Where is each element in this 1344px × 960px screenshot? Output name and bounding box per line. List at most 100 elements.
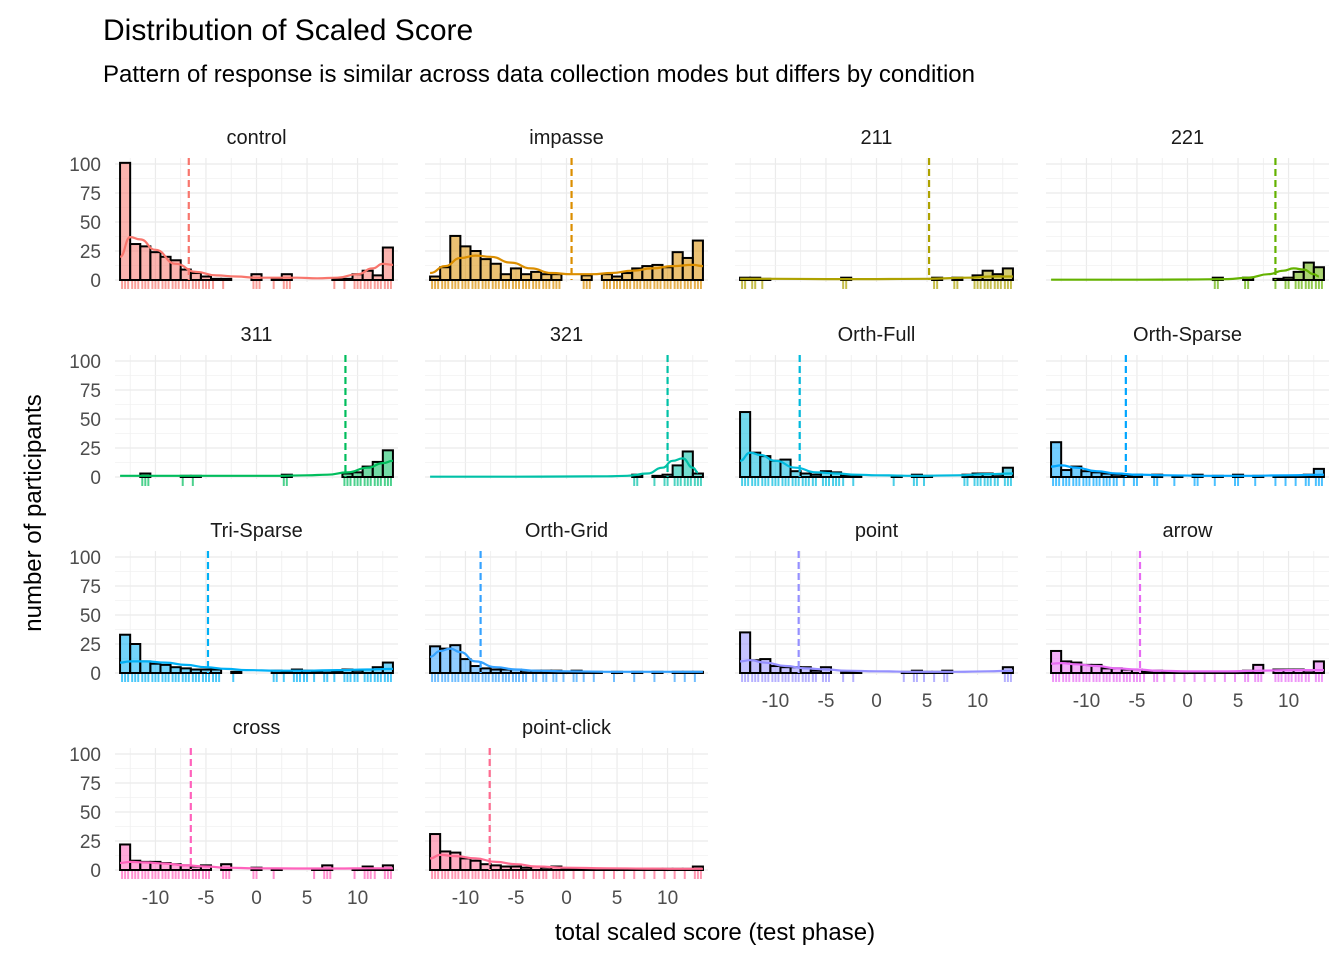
histogram-bar — [189, 272, 202, 282]
histogram-bar — [119, 633, 132, 674]
chart-title: Distribution of Scaled Score — [103, 14, 473, 47]
histogram-bar — [149, 662, 162, 674]
histogram-bar — [530, 270, 543, 282]
histogram-bar — [199, 275, 213, 281]
histogram-bar — [331, 670, 344, 675]
x-tick-label: 5 — [302, 888, 313, 909]
histogram-bar — [1252, 663, 1265, 675]
histogram-bar — [1080, 470, 1093, 479]
y-axis-label: number of participants — [20, 394, 47, 631]
histogram-bar — [459, 658, 472, 675]
histogram-bar — [981, 269, 994, 282]
density-curve — [120, 660, 393, 672]
y-tick-label: 75 — [80, 184, 101, 205]
y-tick-label: 50 — [80, 410, 101, 431]
histogram-bar — [129, 243, 142, 281]
x-tick-label: -10 — [1073, 691, 1100, 712]
x-tick-label: 5 — [612, 888, 623, 909]
histogram-bar — [210, 277, 223, 281]
histogram-bar — [779, 458, 792, 479]
histogram-bar — [189, 668, 202, 675]
histogram-bar — [1090, 471, 1103, 478]
facet-label: 311 — [241, 324, 273, 346]
histogram-bar — [129, 643, 142, 674]
x-tick-label: 10 — [967, 691, 988, 712]
histogram-bar — [479, 667, 492, 674]
y-tick-label: 25 — [80, 635, 101, 656]
x-tick-label: -5 — [198, 888, 215, 909]
histogram-bar — [1110, 473, 1123, 478]
facet-impasse: impasse — [425, 127, 708, 289]
histogram-bar — [499, 273, 512, 282]
histogram-bar — [220, 277, 233, 281]
histogram-bar — [769, 459, 782, 479]
x-tick-label: 10 — [347, 888, 368, 909]
histogram-bar — [429, 275, 442, 281]
histogram-bar — [509, 267, 523, 281]
facet-label: arrow — [1162, 520, 1213, 542]
histogram-bar — [139, 660, 152, 675]
y-tick-label: 25 — [80, 832, 101, 853]
y-tick-label: 100 — [69, 352, 101, 373]
facet-orth-grid: Orth-Grid — [425, 520, 708, 682]
histogram-bar — [469, 859, 482, 871]
y-tick-label: 50 — [80, 213, 101, 234]
density-curve — [430, 853, 703, 870]
histogram-bar — [580, 274, 593, 281]
histogram-bar — [439, 647, 452, 675]
y-tick-label: 25 — [80, 242, 101, 263]
facet-label: 221 — [1171, 127, 1204, 149]
histogram-bar — [139, 245, 152, 281]
x-tick-label: -5 — [1129, 691, 1146, 712]
histogram-bar — [809, 473, 822, 478]
histogram-bar — [119, 843, 132, 871]
facet-arrow: arrow -10 -5 0 5 10 — [1046, 520, 1329, 712]
facet-label: Tri-Sparse — [210, 520, 303, 542]
histogram-bar — [661, 266, 674, 281]
histogram-bar — [351, 669, 364, 674]
y-tick-label: 0 — [90, 271, 101, 292]
histogram-bar — [1312, 660, 1325, 675]
histogram-bar — [230, 670, 243, 675]
x-tick-label: -10 — [452, 888, 479, 909]
facet-label: Orth-Grid — [525, 520, 608, 542]
histogram-bar — [169, 666, 182, 675]
facet-311: 311 0 25 50 75 100 — [69, 324, 398, 489]
histogram-bar — [739, 631, 752, 675]
facet-label: 211 — [861, 127, 893, 149]
histogram-bar — [199, 668, 213, 675]
histogram-bar — [381, 661, 394, 674]
x-tick-label: -5 — [818, 691, 835, 712]
facet-label: impasse — [529, 127, 603, 149]
x-tick-label: 0 — [561, 888, 572, 909]
density-curve — [1051, 464, 1324, 477]
histogram-bar — [560, 867, 573, 872]
y-tick-label: 25 — [80, 439, 101, 460]
histogram-bar — [621, 272, 634, 282]
y-tick-label: 75 — [80, 774, 101, 795]
density-curve — [120, 860, 393, 870]
histogram-bar — [371, 274, 384, 281]
histogram-bar — [749, 451, 762, 479]
y-tick-label: 50 — [80, 606, 101, 627]
histogram-bar — [610, 275, 624, 281]
density-curve — [119, 235, 393, 280]
x-axis-label: total scaled score (test phase) — [555, 919, 875, 946]
histogram-bar — [439, 266, 452, 281]
histogram-bar — [341, 472, 354, 478]
y-tick-label: 100 — [69, 548, 101, 569]
histogram-bar — [600, 273, 613, 282]
histogram-bar — [1282, 276, 1295, 281]
density-curve — [740, 659, 1013, 673]
histogram-bar — [769, 665, 782, 674]
x-tick-label: 0 — [871, 691, 882, 712]
facet-221: 221 — [1046, 127, 1329, 289]
histogram-bar — [509, 865, 523, 872]
histogram-bar — [1060, 469, 1073, 479]
y-tick-label: 75 — [80, 381, 101, 402]
facet-orth-sparse: Orth-Sparse — [1046, 324, 1329, 486]
y-tick-label: 0 — [90, 664, 101, 685]
facet-control: control 0 25 50 75 100 — [69, 127, 398, 292]
y-tick-label: 100 — [69, 745, 101, 766]
facet-point-click: point-click -10 -5 0 5 10 — [425, 717, 708, 909]
